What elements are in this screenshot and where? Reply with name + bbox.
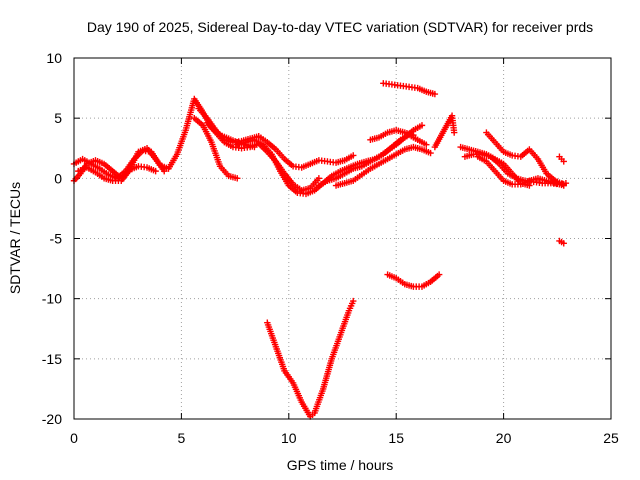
x-tick-label: 20 — [496, 430, 512, 446]
data-point — [423, 141, 430, 148]
y-axis-label: SDTVAR / TECUs — [7, 182, 23, 294]
data-point — [560, 181, 567, 188]
chart-title: Day 190 of 2025, Sidereal Day-to-day VTE… — [87, 19, 593, 35]
x-tick-label: 5 — [178, 430, 186, 446]
plot-area — [70, 80, 570, 420]
x-tick-label: 10 — [281, 430, 297, 446]
x-tick-label: 0 — [70, 430, 78, 446]
y-tick-label: 10 — [46, 50, 62, 66]
y-tick-label: -5 — [50, 231, 63, 247]
data-point — [560, 240, 567, 247]
axis-frame — [73, 57, 612, 420]
data-point — [427, 149, 434, 157]
data-point — [315, 175, 323, 182]
data-points — [70, 80, 570, 420]
data-point — [418, 122, 426, 129]
y-tick-label: -15 — [42, 351, 62, 367]
y-tick-label: 0 — [54, 170, 62, 186]
data-point — [560, 158, 567, 165]
x-tick-label: 25 — [603, 430, 619, 446]
data-point — [431, 90, 439, 98]
grid — [74, 58, 611, 419]
x-tick-label: 15 — [388, 430, 404, 446]
data-point — [350, 297, 357, 305]
data-point — [161, 167, 168, 175]
data-point — [152, 167, 159, 175]
data-point — [435, 271, 443, 278]
y-tick-label: -20 — [42, 411, 62, 427]
x-axis-label: GPS time / hours — [287, 457, 394, 473]
data-point — [450, 129, 458, 136]
data-point — [350, 152, 357, 159]
data-point — [410, 131, 417, 139]
data-point — [234, 175, 241, 182]
y-tick-label: 5 — [54, 110, 62, 126]
tick-labels: 0 5 10 15 20 25 10 5 0 -5 -10 -15 -20 — [42, 50, 619, 446]
y-tick-label: -10 — [42, 291, 62, 307]
